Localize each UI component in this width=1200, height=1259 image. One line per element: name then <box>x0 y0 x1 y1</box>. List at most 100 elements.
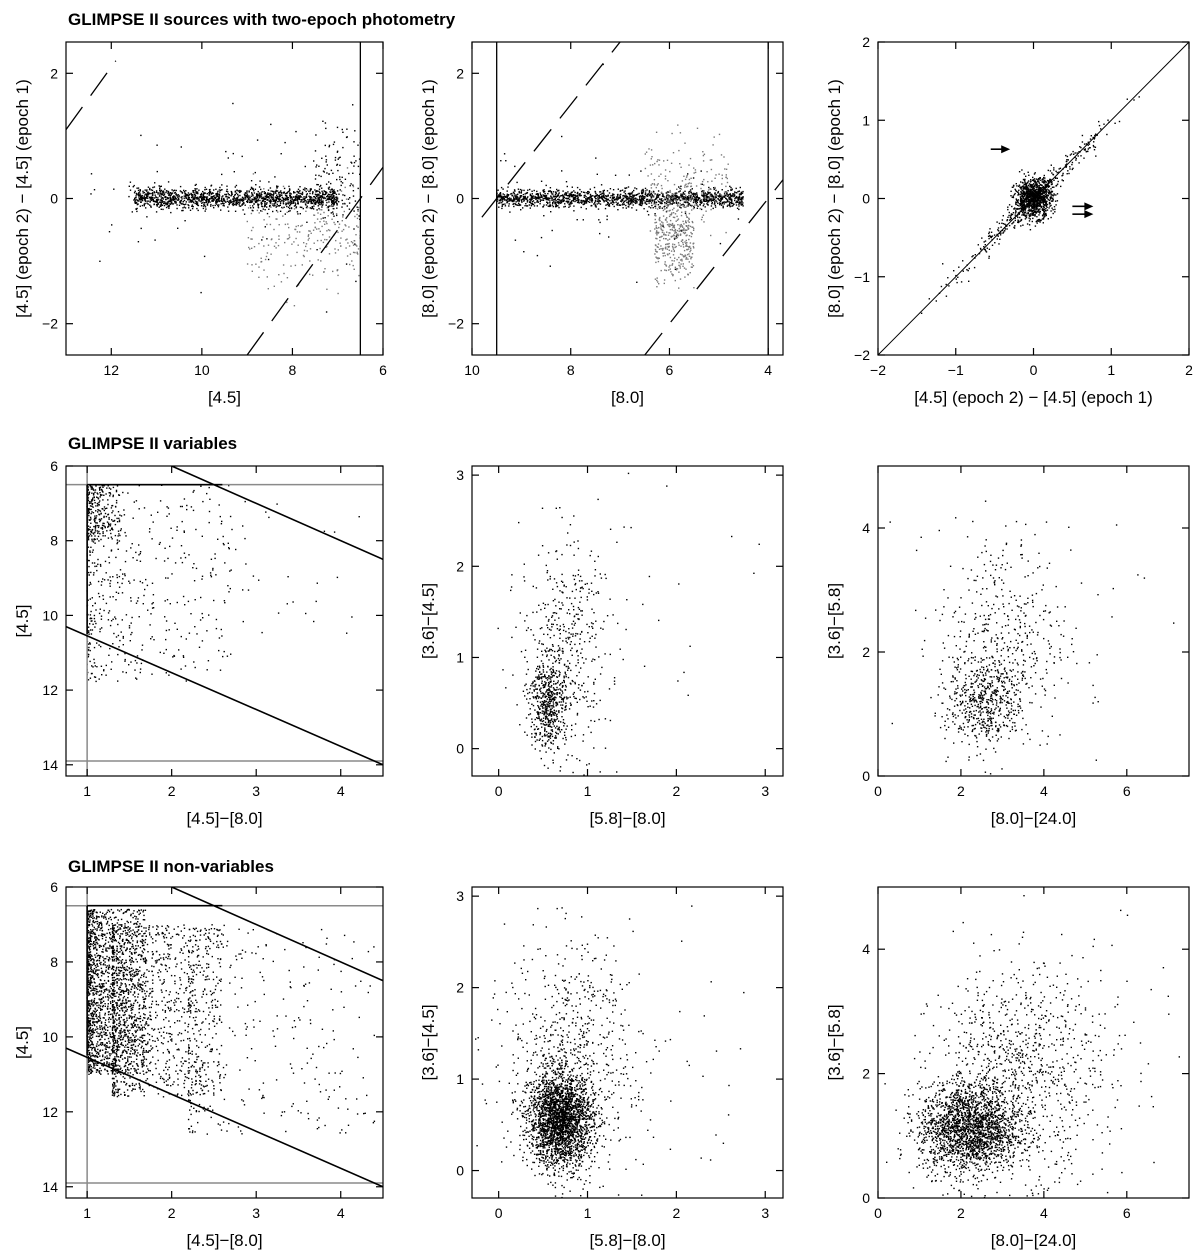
scatter-point <box>225 193 228 196</box>
scatter-point <box>674 268 677 270</box>
scatter-point <box>560 202 562 204</box>
scatter-point <box>676 233 678 236</box>
scatter-point <box>1032 211 1035 214</box>
scatter-point <box>691 204 693 207</box>
scatter-point <box>544 196 547 198</box>
scatter-point <box>706 203 708 205</box>
scatter-point <box>260 260 263 263</box>
scatter-point <box>1020 201 1023 203</box>
scatter-point <box>284 193 287 195</box>
scatter-point <box>694 169 697 171</box>
scatter-point <box>212 198 214 201</box>
scatter-point <box>1028 200 1031 202</box>
scatter-point <box>249 197 251 199</box>
scatter-point <box>685 268 687 270</box>
scatter-point <box>704 192 706 194</box>
scatter-point <box>1031 213 1034 215</box>
scatter-point <box>679 202 681 205</box>
scatter-point <box>500 194 502 196</box>
scatter-point <box>177 199 179 201</box>
scatter-point <box>666 210 668 212</box>
scatter-point <box>252 188 254 190</box>
scatter-point <box>537 201 539 203</box>
scatter-point <box>302 207 304 210</box>
scatter-point <box>608 204 610 206</box>
scatter-point <box>322 204 324 206</box>
scatter-point <box>546 197 549 199</box>
scatter-point <box>307 202 310 204</box>
scatter-point <box>236 199 238 201</box>
scatter-point <box>139 190 141 192</box>
scatter-point <box>689 225 692 228</box>
scatter-point <box>256 200 258 203</box>
scatter-point <box>218 199 220 201</box>
scatter-point <box>307 199 309 201</box>
scatter-point <box>275 190 278 192</box>
scatter-point <box>323 190 325 192</box>
scatter-point <box>237 197 239 199</box>
scatter-point <box>263 197 266 200</box>
scatter-point <box>215 200 217 203</box>
scatter-point <box>663 232 665 234</box>
scatter-point <box>133 192 136 194</box>
scatter-point <box>689 157 692 160</box>
scatter-point <box>1025 184 1027 186</box>
scatter-point <box>331 191 334 193</box>
scatter-point <box>688 261 690 263</box>
scatter-point <box>721 198 723 200</box>
scatter-point <box>317 193 319 195</box>
scatter-point <box>1043 204 1046 206</box>
scatter-point <box>325 155 327 157</box>
scatter-point <box>280 281 283 283</box>
scatter-point <box>199 196 201 199</box>
scatter-point <box>237 193 239 196</box>
scatter-point <box>1032 183 1034 186</box>
scatter-point <box>688 195 690 197</box>
scatter-point <box>300 199 303 201</box>
scatter-point <box>1022 192 1025 194</box>
scatter-point <box>668 200 670 202</box>
scatter-point <box>337 169 339 172</box>
scatter-point <box>694 193 696 195</box>
scatter-point <box>658 175 660 177</box>
scatter-point <box>695 198 698 200</box>
scatter-point <box>285 199 287 201</box>
scatter-point <box>146 189 148 191</box>
scatter-point <box>280 153 282 155</box>
scatter-point <box>171 189 173 191</box>
scatter-point <box>667 180 669 182</box>
scatter-point <box>669 201 671 203</box>
scatter-point <box>320 199 322 201</box>
scatter-point <box>1022 187 1025 189</box>
scatter-point <box>339 178 341 181</box>
scatter-point <box>134 202 136 204</box>
scatter-point <box>215 203 218 205</box>
scatter-point <box>1045 201 1047 204</box>
scatter-point <box>710 200 713 202</box>
scatter-point <box>1030 197 1032 199</box>
scatter-point <box>1039 221 1041 223</box>
scatter-point <box>651 195 653 197</box>
scatter-point <box>660 191 663 193</box>
scatter-point <box>224 193 226 196</box>
scatter-point <box>244 204 246 206</box>
scatter-point <box>569 194 571 197</box>
scatter-point <box>592 195 594 197</box>
scatter-point <box>335 239 337 242</box>
scatter-point <box>215 193 217 195</box>
scatter-point <box>209 192 211 194</box>
scatter-point <box>685 199 688 201</box>
x-tick-label: 10 <box>464 362 480 378</box>
scatter-point <box>1039 210 1041 213</box>
scatter-point <box>733 194 735 196</box>
scatter-point <box>170 194 172 197</box>
scatter-point <box>656 230 658 232</box>
scatter-point <box>710 199 712 201</box>
scatter-point <box>251 198 253 200</box>
scatter-point <box>209 201 211 203</box>
scatter-point <box>284 198 287 200</box>
scatter-point <box>225 196 227 198</box>
scatter-point <box>312 208 315 210</box>
scatter-point <box>712 199 714 201</box>
scatter-point <box>707 196 709 198</box>
